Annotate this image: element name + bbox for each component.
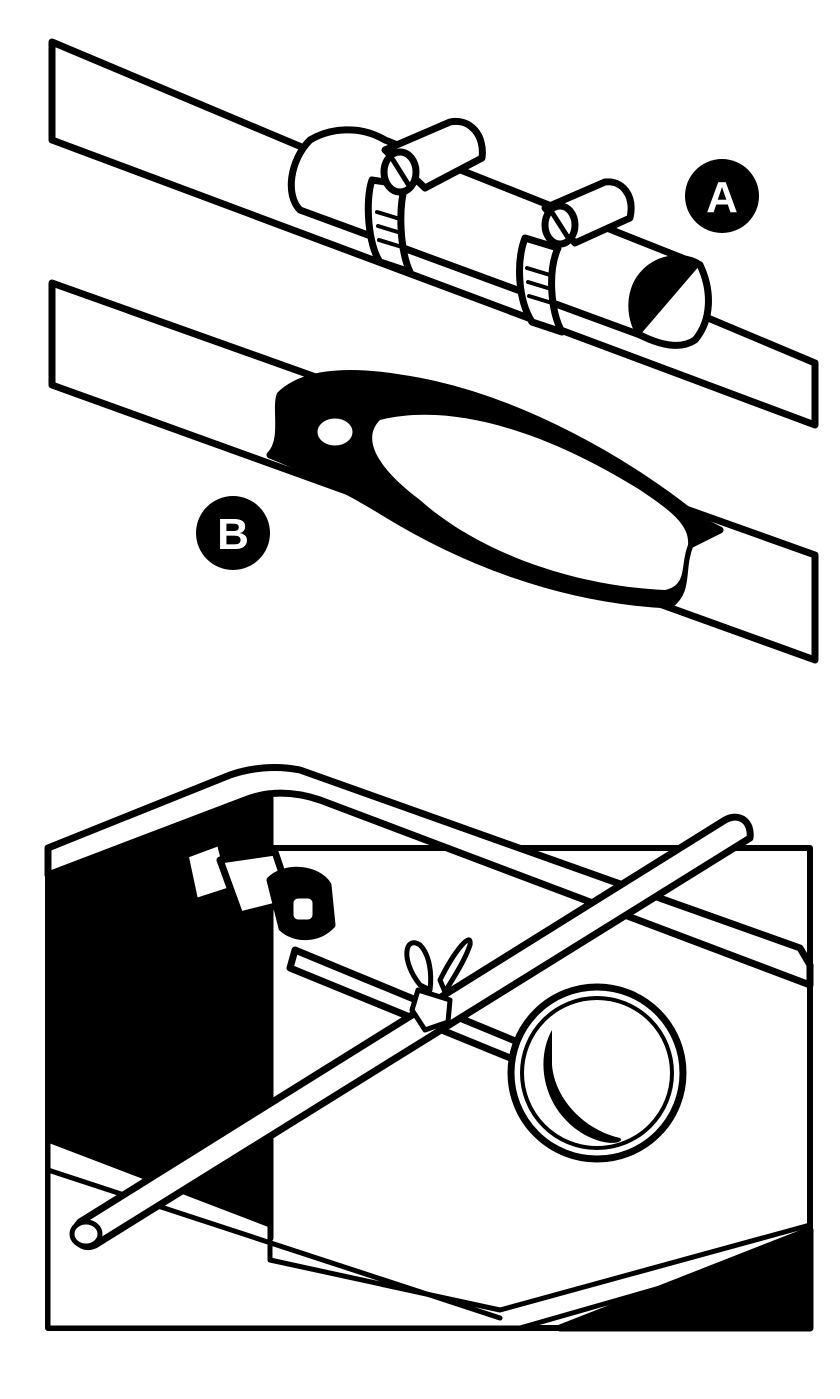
- hose-clamp-1: [364, 176, 414, 276]
- string-tie: [404, 937, 473, 1033]
- tape-wrap-highlight: [372, 414, 689, 590]
- label-b: B: [217, 510, 249, 559]
- tank-rim: [44, 764, 814, 989]
- tank-floor-right-dark: [556, 1226, 814, 1332]
- tank-illustration: [44, 764, 814, 1332]
- leak-hole: [312, 413, 358, 451]
- label-a-badge: A: [685, 159, 759, 233]
- panel-a-hose-clamp-repair: [48, 38, 819, 429]
- tank-floor: [45, 1137, 813, 1331]
- fill-valve: [181, 838, 336, 941]
- panel-b-tape-repair: [48, 279, 819, 664]
- label-a: A: [706, 173, 738, 222]
- float-ball-shadow: [543, 1030, 621, 1143]
- label-b-badge: B: [196, 496, 270, 570]
